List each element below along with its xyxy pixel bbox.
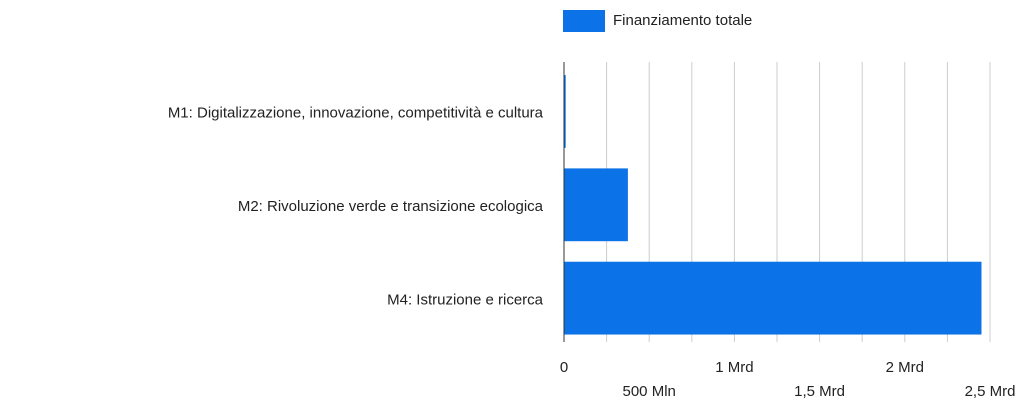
x-tick-label: 1,5 Mrd <box>794 383 845 400</box>
y-tick-label: M2: Rivoluzione verde e transizione ecol… <box>238 198 544 215</box>
bar <box>564 168 628 242</box>
bar <box>564 75 566 148</box>
legend-label: Finanziamento totale <box>613 12 752 29</box>
x-tick-label: 2 Mrd <box>886 359 924 376</box>
y-tick-label: M4: Istruzione e ricerca <box>387 291 544 308</box>
bar <box>564 261 982 335</box>
x-tick-label: 500 Mln <box>623 383 676 400</box>
legend-swatch <box>563 10 605 32</box>
x-tick-label: 1 Mrd <box>715 359 753 376</box>
y-tick-label: M1: Digitalizzazione, innovazione, compe… <box>168 105 544 122</box>
x-tick-label: 0 <box>560 359 568 376</box>
x-tick-label: 2,5 Mrd <box>965 383 1016 400</box>
